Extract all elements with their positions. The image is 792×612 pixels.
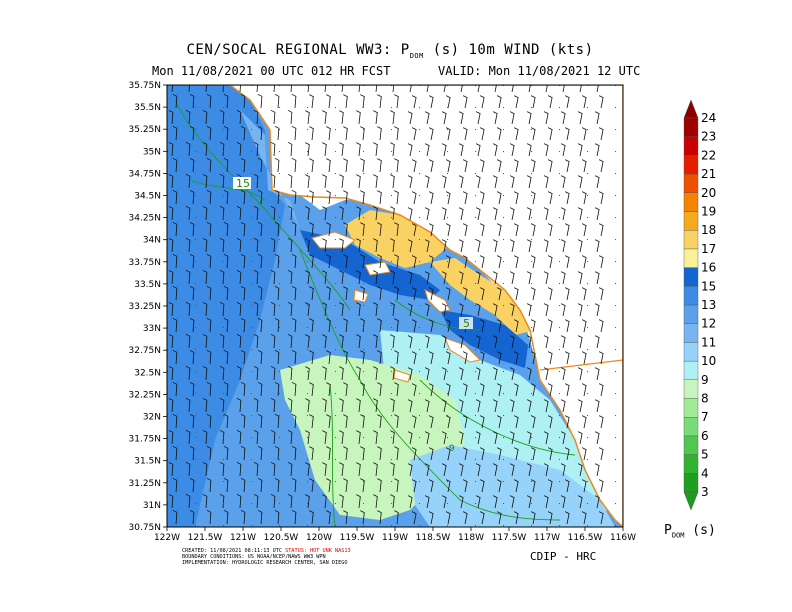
lon-tick-label: 119W xyxy=(382,533,408,543)
colorbar-swatch xyxy=(683,304,699,324)
colorbar-swatch xyxy=(683,267,699,287)
lat-tick-label: 32N xyxy=(143,413,161,423)
footer-implementation: IMPLEMENTATION: HYDROLOGIC RESEARCH CENT… xyxy=(182,560,348,566)
map-area: 15 5 9 xyxy=(167,85,623,527)
colorbar-level-label: 11 xyxy=(701,335,716,349)
colorbar-swatch xyxy=(683,286,699,306)
lat-tick-label: 31.5N xyxy=(134,457,161,467)
longitude-axis: 122W 121.5W 121W 120.5W 120W 119.5W 119W 118.5W… xyxy=(154,527,636,543)
lat-tick-label: 34N xyxy=(143,236,161,246)
colorbar-level-label: 9 xyxy=(701,373,709,387)
lat-tick-label: 35.25N xyxy=(129,125,162,135)
map-title: CEN/SOCAL REGIONAL WW3: PDOM (s) 10m WIN… xyxy=(186,42,594,60)
contour-label: 9 xyxy=(449,444,455,454)
lat-tick-label: 34.75N xyxy=(129,169,162,179)
lat-tick-label: 31N xyxy=(143,501,161,511)
colorbar-level-label: 16 xyxy=(701,261,716,275)
lat-tick-label: 32.5N xyxy=(134,368,161,378)
colorbar-level-label: 5 xyxy=(701,448,709,462)
lat-tick-label: 35.5N xyxy=(134,103,161,113)
lat-tick-label: 32.75N xyxy=(129,346,162,356)
colorbar-level-label: 10 xyxy=(701,354,716,368)
colorbar-level-label: 17 xyxy=(701,242,716,256)
forecast-time: Mon 11/08/2021 00 UTC 012 HR FCST xyxy=(152,64,391,78)
lat-tick-label: 33.75N xyxy=(129,258,162,268)
colorbar-swatch xyxy=(683,117,699,137)
lon-tick-label: 118.5W xyxy=(416,533,451,543)
lon-tick-label: 117.5W xyxy=(492,533,527,543)
colorbar-swatch xyxy=(683,473,699,493)
colorbar-swatch xyxy=(683,454,699,474)
contour-label: 15 xyxy=(236,177,250,190)
lat-tick-label: 32.25N xyxy=(129,390,162,400)
colorbar-level-label: 12 xyxy=(701,317,716,331)
colorbar-level-label: 15 xyxy=(701,279,716,293)
colorbar-level-label: 22 xyxy=(701,148,716,162)
latitude-axis: 35.75N 35.5N 35.25N 35N 34.75N 34.5N 34.25N 34N… xyxy=(129,81,167,533)
colorbar-level-label: 23 xyxy=(701,130,716,144)
colorbar-level-label: 4 xyxy=(701,466,709,480)
colorbar-swatch xyxy=(683,323,699,343)
colorbar-level-label: 3 xyxy=(701,485,709,499)
lat-tick-label: 33N xyxy=(143,324,161,334)
colorbar-swatch xyxy=(683,136,699,156)
colorbar-swatch xyxy=(683,248,699,268)
lat-tick-label: 35.75N xyxy=(129,81,162,91)
footer-boundary: BOUNDARY CONDITIONS: US NOAA/NCEP/NAWS W… xyxy=(182,554,326,560)
colorbar-swatch xyxy=(683,229,699,250)
valid-time: VALID: Mon 11/08/2021 12 UTC xyxy=(438,64,641,78)
lon-tick-label: 120W xyxy=(306,533,332,543)
colorbar-level-label: 21 xyxy=(701,167,716,181)
lat-tick-label: 33.25N xyxy=(129,302,162,312)
colorbar-level-label: 6 xyxy=(701,429,709,443)
colorbar-level-label: 7 xyxy=(701,410,709,424)
lon-tick-label: 116.5W xyxy=(568,533,603,543)
lon-tick-label: 120.5W xyxy=(264,533,299,543)
lon-tick-label: 121.5W xyxy=(188,533,223,543)
colorbar: 3 4 5 6 7 8 9 10 11 12 13 15 16 17 18 19 20 21 22 23 24 xyxy=(683,99,716,511)
lon-tick-label: 122W xyxy=(154,533,180,543)
lat-tick-label: 31.25N xyxy=(129,479,162,489)
colorbar-level-label: 18 xyxy=(701,223,716,237)
colorbar-swatch xyxy=(683,155,699,175)
colorbar-top-arrow xyxy=(683,99,699,119)
lat-tick-label: 35N xyxy=(143,147,161,157)
colorbar-swatch xyxy=(683,211,699,231)
lon-tick-label: 118W xyxy=(458,533,484,543)
colorbar-swatch xyxy=(683,342,699,362)
footer-created: CREATED: 11/08/2021 08:11:13 UTC STATUS:… xyxy=(182,548,351,554)
colorbar-bottom-arrow xyxy=(683,491,699,511)
colorbar-swatch xyxy=(683,435,699,455)
colorbar-swatch xyxy=(683,192,699,212)
lon-tick-label: 116W xyxy=(610,533,636,543)
lat-tick-label: 34.25N xyxy=(129,214,162,224)
colorbar-level-label: 20 xyxy=(701,186,716,200)
colorbar-swatch xyxy=(683,398,699,418)
credit-label: CDIP - HRC xyxy=(530,550,597,563)
lon-tick-label: 121W xyxy=(230,533,256,543)
colorbar-swatch xyxy=(683,417,699,437)
colorbar-swatch xyxy=(683,379,699,399)
lon-tick-label: 117W xyxy=(534,533,560,543)
colorbar-swatch xyxy=(683,173,699,194)
colorbar-level-label: 8 xyxy=(701,392,709,406)
colorbar-level-label: 24 xyxy=(701,111,716,125)
colorbar-swatch xyxy=(683,360,699,381)
contour-label: 5 xyxy=(463,317,470,330)
colorbar-level-label: 13 xyxy=(701,298,716,312)
lat-tick-label: 33.5N xyxy=(134,280,161,290)
colorbar-title: PDOM (s) xyxy=(664,523,716,540)
lat-tick-label: 31.75N xyxy=(129,435,162,445)
colorbar-level-label: 19 xyxy=(701,205,716,219)
lon-tick-label: 119.5W xyxy=(340,533,375,543)
lat-tick-label: 30.75N xyxy=(129,523,162,533)
lat-tick-label: 34.5N xyxy=(134,192,161,202)
